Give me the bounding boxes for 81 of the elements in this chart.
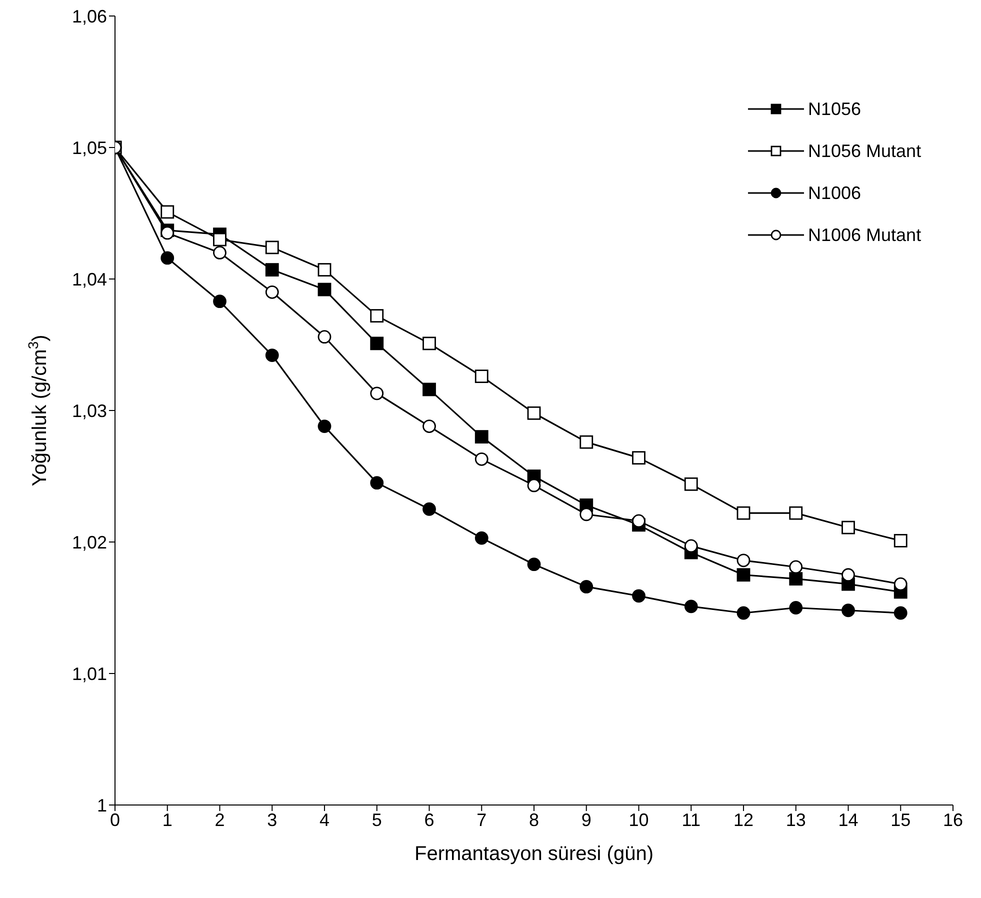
point xyxy=(842,568,855,582)
y-tick-label: 1,03 xyxy=(72,400,107,421)
point xyxy=(160,226,174,240)
point xyxy=(580,508,594,522)
point xyxy=(318,420,332,433)
point xyxy=(580,435,594,449)
x-axis-title: Fermantasyon süresi (gün) xyxy=(414,843,654,865)
point xyxy=(527,406,541,420)
point xyxy=(684,477,698,491)
x-tick-label: 7 xyxy=(476,810,487,830)
point xyxy=(370,386,384,400)
point xyxy=(842,604,855,618)
point xyxy=(474,531,488,545)
point xyxy=(370,336,384,350)
point xyxy=(265,263,279,276)
point xyxy=(842,520,855,534)
point xyxy=(580,580,594,594)
point xyxy=(422,502,436,516)
point xyxy=(422,420,436,433)
point xyxy=(265,285,279,299)
x-tick-label: 5 xyxy=(372,810,382,830)
point xyxy=(632,451,646,465)
point xyxy=(474,452,488,466)
point xyxy=(789,560,803,574)
point xyxy=(422,382,436,396)
y-tick-label: 1,04 xyxy=(72,269,107,290)
point xyxy=(894,534,908,548)
point xyxy=(789,506,803,520)
point xyxy=(736,506,750,520)
legend-label: N1056 Mutant xyxy=(808,140,922,162)
x-tick-label: 3 xyxy=(267,810,278,830)
point xyxy=(789,572,803,586)
point xyxy=(213,246,226,260)
point xyxy=(894,606,908,620)
point xyxy=(370,476,384,490)
point xyxy=(474,370,488,384)
point xyxy=(213,232,226,246)
point xyxy=(318,330,332,344)
x-tick-label: 4 xyxy=(319,810,330,830)
x-tick-label: 14 xyxy=(838,810,858,830)
y-tick-label: 1,05 xyxy=(72,138,107,158)
x-tick-label: 9 xyxy=(581,810,592,830)
point xyxy=(789,601,803,614)
x-tick-label: 13 xyxy=(786,810,806,830)
x-tick-label: 11 xyxy=(682,810,700,830)
x-tick-label: 15 xyxy=(890,810,911,830)
point xyxy=(422,336,436,350)
point xyxy=(318,282,332,296)
x-tick-label: 8 xyxy=(528,810,540,830)
y-tick-label: 1,06 xyxy=(72,6,107,26)
x-tick-label: 16 xyxy=(942,810,964,830)
point xyxy=(527,558,541,572)
point xyxy=(474,430,488,444)
point xyxy=(632,589,646,603)
legend-label: N1006 xyxy=(808,182,862,204)
x-tick-label: 2 xyxy=(214,810,225,830)
y-tick-label: 1,01 xyxy=(72,664,107,684)
point xyxy=(160,205,174,219)
point xyxy=(265,348,279,362)
point xyxy=(894,577,908,591)
point xyxy=(265,240,279,254)
point xyxy=(213,294,226,308)
x-tick-label: 6 xyxy=(424,810,434,830)
x-tick-label: 10 xyxy=(628,810,649,830)
x-tick-label: 12 xyxy=(733,810,754,830)
y-tick-label: 1 xyxy=(96,795,107,816)
point xyxy=(632,514,646,528)
point xyxy=(736,568,750,582)
point xyxy=(736,606,750,620)
legend-label: N1056 xyxy=(808,98,862,120)
x-tick-label: 0 xyxy=(110,810,120,830)
point xyxy=(160,251,174,265)
point xyxy=(370,309,384,323)
legend-label: N1006 Mutant xyxy=(808,224,922,246)
x-tick-label: 1 xyxy=(162,810,172,830)
point xyxy=(684,539,698,553)
point xyxy=(527,478,541,492)
point xyxy=(736,554,750,568)
point xyxy=(318,263,332,276)
y-tick-label: 1,02 xyxy=(72,532,107,552)
point xyxy=(684,600,698,614)
